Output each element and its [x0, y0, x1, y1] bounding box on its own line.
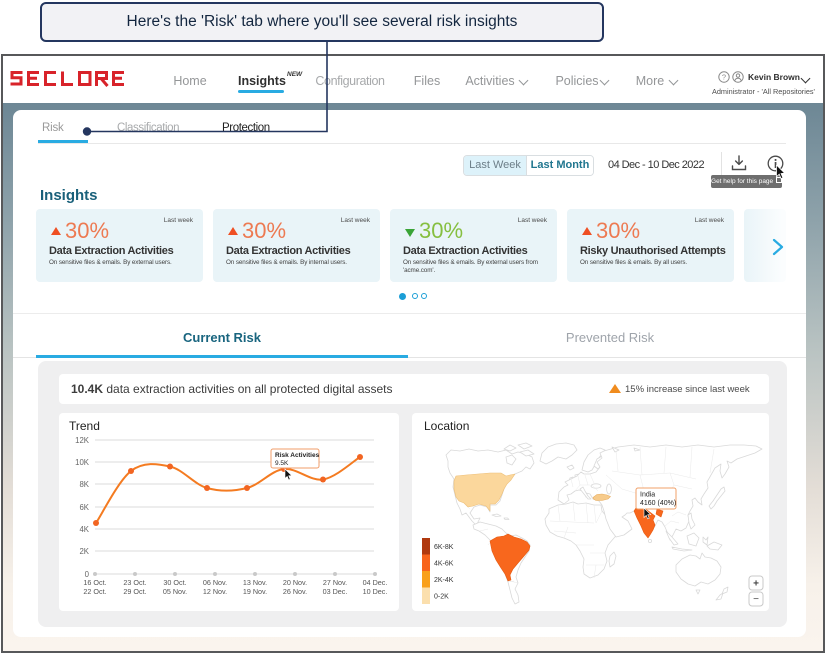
svg-text:+: +	[753, 579, 759, 590]
svg-text:22 Oct.: 22 Oct.	[83, 587, 106, 596]
svg-text:India: India	[640, 492, 655, 499]
svg-text:27 Nov.: 27 Nov.	[323, 578, 347, 587]
svg-text:16 Oct.: 16 Oct.	[83, 578, 106, 587]
svg-text:23 Oct.: 23 Oct.	[123, 578, 146, 587]
svg-text:05 Nov.: 05 Nov.	[163, 587, 187, 596]
svg-text:30 Oct.: 30 Oct.	[163, 578, 186, 587]
svg-text:2K: 2K	[79, 547, 89, 556]
svg-text:?: ?	[722, 73, 726, 82]
svg-text:06 Nov.: 06 Nov.	[203, 578, 227, 587]
svg-text:04 Dec.: 04 Dec.	[363, 578, 388, 587]
svg-text:0-2K: 0-2K	[434, 594, 449, 601]
svg-text:4K-6K: 4K-6K	[434, 561, 454, 568]
svg-text:13 Nov.: 13 Nov.	[243, 578, 267, 587]
svg-text:4K: 4K	[79, 525, 89, 534]
svg-text:Risk Activities: Risk Activities	[275, 452, 320, 459]
svg-text:12 Nov.: 12 Nov.	[203, 587, 227, 596]
svg-text:10K: 10K	[75, 458, 90, 467]
svg-text:4160 (40%): 4160 (40%)	[640, 500, 676, 507]
svg-text:19 Nov.: 19 Nov.	[243, 587, 267, 596]
svg-text:03 Dec.: 03 Dec.	[323, 587, 348, 596]
svg-text:29 Oct.: 29 Oct.	[123, 587, 146, 596]
svg-text:9.5K: 9.5K	[275, 460, 289, 467]
svg-text:26 Nov.: 26 Nov.	[283, 587, 307, 596]
svg-text:−: −	[753, 594, 759, 605]
svg-text:6K-8K: 6K-8K	[434, 544, 454, 551]
svg-text:20 Nov.: 20 Nov.	[283, 578, 307, 587]
svg-text:8K: 8K	[79, 480, 89, 489]
svg-text:Trend: Trend	[69, 419, 100, 433]
svg-text:10 Dec.: 10 Dec.	[363, 587, 388, 596]
svg-text:12K: 12K	[75, 436, 90, 445]
svg-text:6K: 6K	[79, 503, 89, 512]
svg-text:Location: Location	[424, 419, 469, 433]
svg-text:0: 0	[85, 570, 90, 579]
svg-text:2K-4K: 2K-4K	[434, 577, 454, 584]
